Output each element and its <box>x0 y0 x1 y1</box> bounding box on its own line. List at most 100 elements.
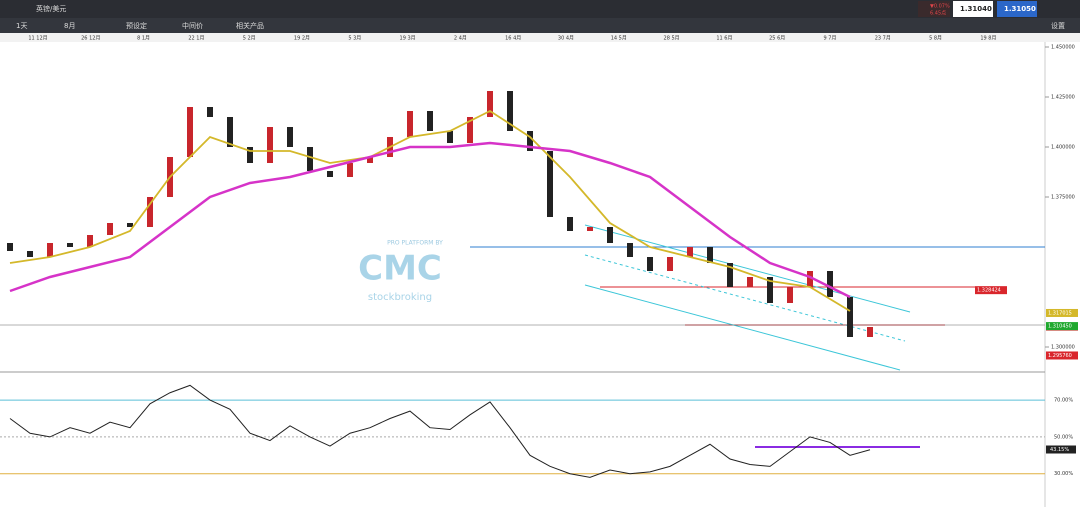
rsi-line <box>9 384 871 478</box>
date-label: 16 4月 <box>505 36 521 42</box>
date-label: 11 12月 <box>28 36 47 42</box>
watermark: stockbroking <box>368 292 432 303</box>
candle <box>287 127 293 147</box>
candle <box>607 227 613 243</box>
candle <box>567 217 573 231</box>
toolbar-button[interactable]: 相关产品 <box>236 21 264 30</box>
price-tag-label: 1.328424 <box>977 288 1001 294</box>
candle <box>827 271 833 297</box>
watermark: CMC <box>358 249 442 289</box>
candle <box>127 223 133 227</box>
moving-average <box>9 109 851 312</box>
period[interactable]: 8月 <box>64 22 75 30</box>
toolbar-button[interactable]: 中间价 <box>182 21 203 30</box>
candle <box>367 157 373 163</box>
ask-box[interactable] <box>997 1 1037 17</box>
change: ▼0.07% <box>930 4 950 10</box>
rsi-tick-label: 30.00% <box>1054 471 1073 477</box>
price-tag-label: 1.317015 <box>1048 310 1072 316</box>
candle <box>327 171 333 177</box>
date-label: 26 12月 <box>81 36 100 42</box>
date-label: 19 8月 <box>980 36 996 42</box>
candle <box>227 117 233 147</box>
date-label: 30 4月 <box>558 36 574 42</box>
y-tick-label: 1.450000 <box>1051 45 1075 51</box>
candle <box>587 227 593 231</box>
points: 6.45点 <box>930 11 946 17</box>
candle <box>447 131 453 143</box>
candle <box>247 147 253 163</box>
toolbar-button[interactable]: 预设定 <box>126 21 147 30</box>
y-tick-label: 1.375000 <box>1051 195 1075 201</box>
price-tag <box>1046 322 1078 331</box>
price-tag <box>1046 308 1078 317</box>
date-label: 22 1月 <box>188 36 204 42</box>
candle <box>867 327 873 337</box>
date-label: 23 7月 <box>875 36 891 42</box>
candle <box>147 197 153 227</box>
date-label: 14 5月 <box>611 36 627 42</box>
candle <box>427 111 433 131</box>
price-tag-label: 1.310450 <box>1048 324 1072 330</box>
interval[interactable]: 1天 <box>16 22 27 30</box>
rsi-tick-label: 70.00% <box>1054 398 1073 404</box>
candle <box>707 247 713 263</box>
candle <box>487 91 493 117</box>
settings[interactable]: 设置 <box>1051 21 1065 30</box>
candle <box>807 271 813 287</box>
candle <box>547 151 553 217</box>
candle <box>647 257 653 271</box>
bid[interactable]: 1.31040 <box>960 5 992 13</box>
date-label: 5 3月 <box>348 36 361 42</box>
candle <box>507 91 513 131</box>
candle <box>787 287 793 303</box>
candle <box>7 243 13 251</box>
y-tick-label: 1.425000 <box>1051 95 1075 101</box>
watermark: PRO PLATFORM BY <box>387 240 443 247</box>
rsi-current-tag <box>1046 445 1076 454</box>
candle <box>207 107 213 117</box>
candle <box>687 247 693 257</box>
candle <box>727 263 733 287</box>
candle <box>767 277 773 303</box>
candle <box>847 297 853 337</box>
candle <box>27 251 33 257</box>
date-label: 5 2月 <box>243 36 256 42</box>
date-label: 2 4月 <box>454 36 467 42</box>
candle <box>267 127 273 163</box>
candle <box>467 117 473 143</box>
candle <box>347 163 353 177</box>
date-label: 28 5月 <box>664 36 680 42</box>
y-tick-label: 1.400000 <box>1051 145 1075 151</box>
symbol[interactable]: 英镑/美元 <box>36 4 66 13</box>
candle <box>87 235 93 247</box>
candle <box>47 243 53 257</box>
ask[interactable]: 1.31050 <box>1004 5 1036 13</box>
candle <box>67 243 73 247</box>
price-tag <box>1046 351 1078 360</box>
bid-box[interactable] <box>953 1 993 17</box>
candle <box>627 243 633 257</box>
rsi-tick-label: 50.00% <box>1054 434 1073 440</box>
candle <box>527 131 533 151</box>
candle <box>307 147 313 171</box>
date-label: 9 7月 <box>824 36 837 42</box>
price-tag <box>975 286 1007 295</box>
price-tag-label: 1.295760 <box>1048 353 1072 359</box>
change-box <box>918 1 950 17</box>
date-label: 19 3月 <box>400 36 416 42</box>
title-bar <box>0 0 1080 18</box>
channel <box>584 284 901 371</box>
date-label: 5 8月 <box>929 36 942 42</box>
toolbar <box>0 18 1080 33</box>
candle <box>407 111 413 137</box>
date-bar <box>0 33 1080 42</box>
rsi-current-label: 43.15% <box>1050 447 1069 453</box>
date-label: 11 6月 <box>716 36 732 42</box>
moving-average <box>9 141 851 299</box>
candle <box>187 107 193 157</box>
candle <box>107 223 113 235</box>
date-label: 19 2月 <box>294 36 310 42</box>
date-label: 8 1月 <box>137 36 150 42</box>
